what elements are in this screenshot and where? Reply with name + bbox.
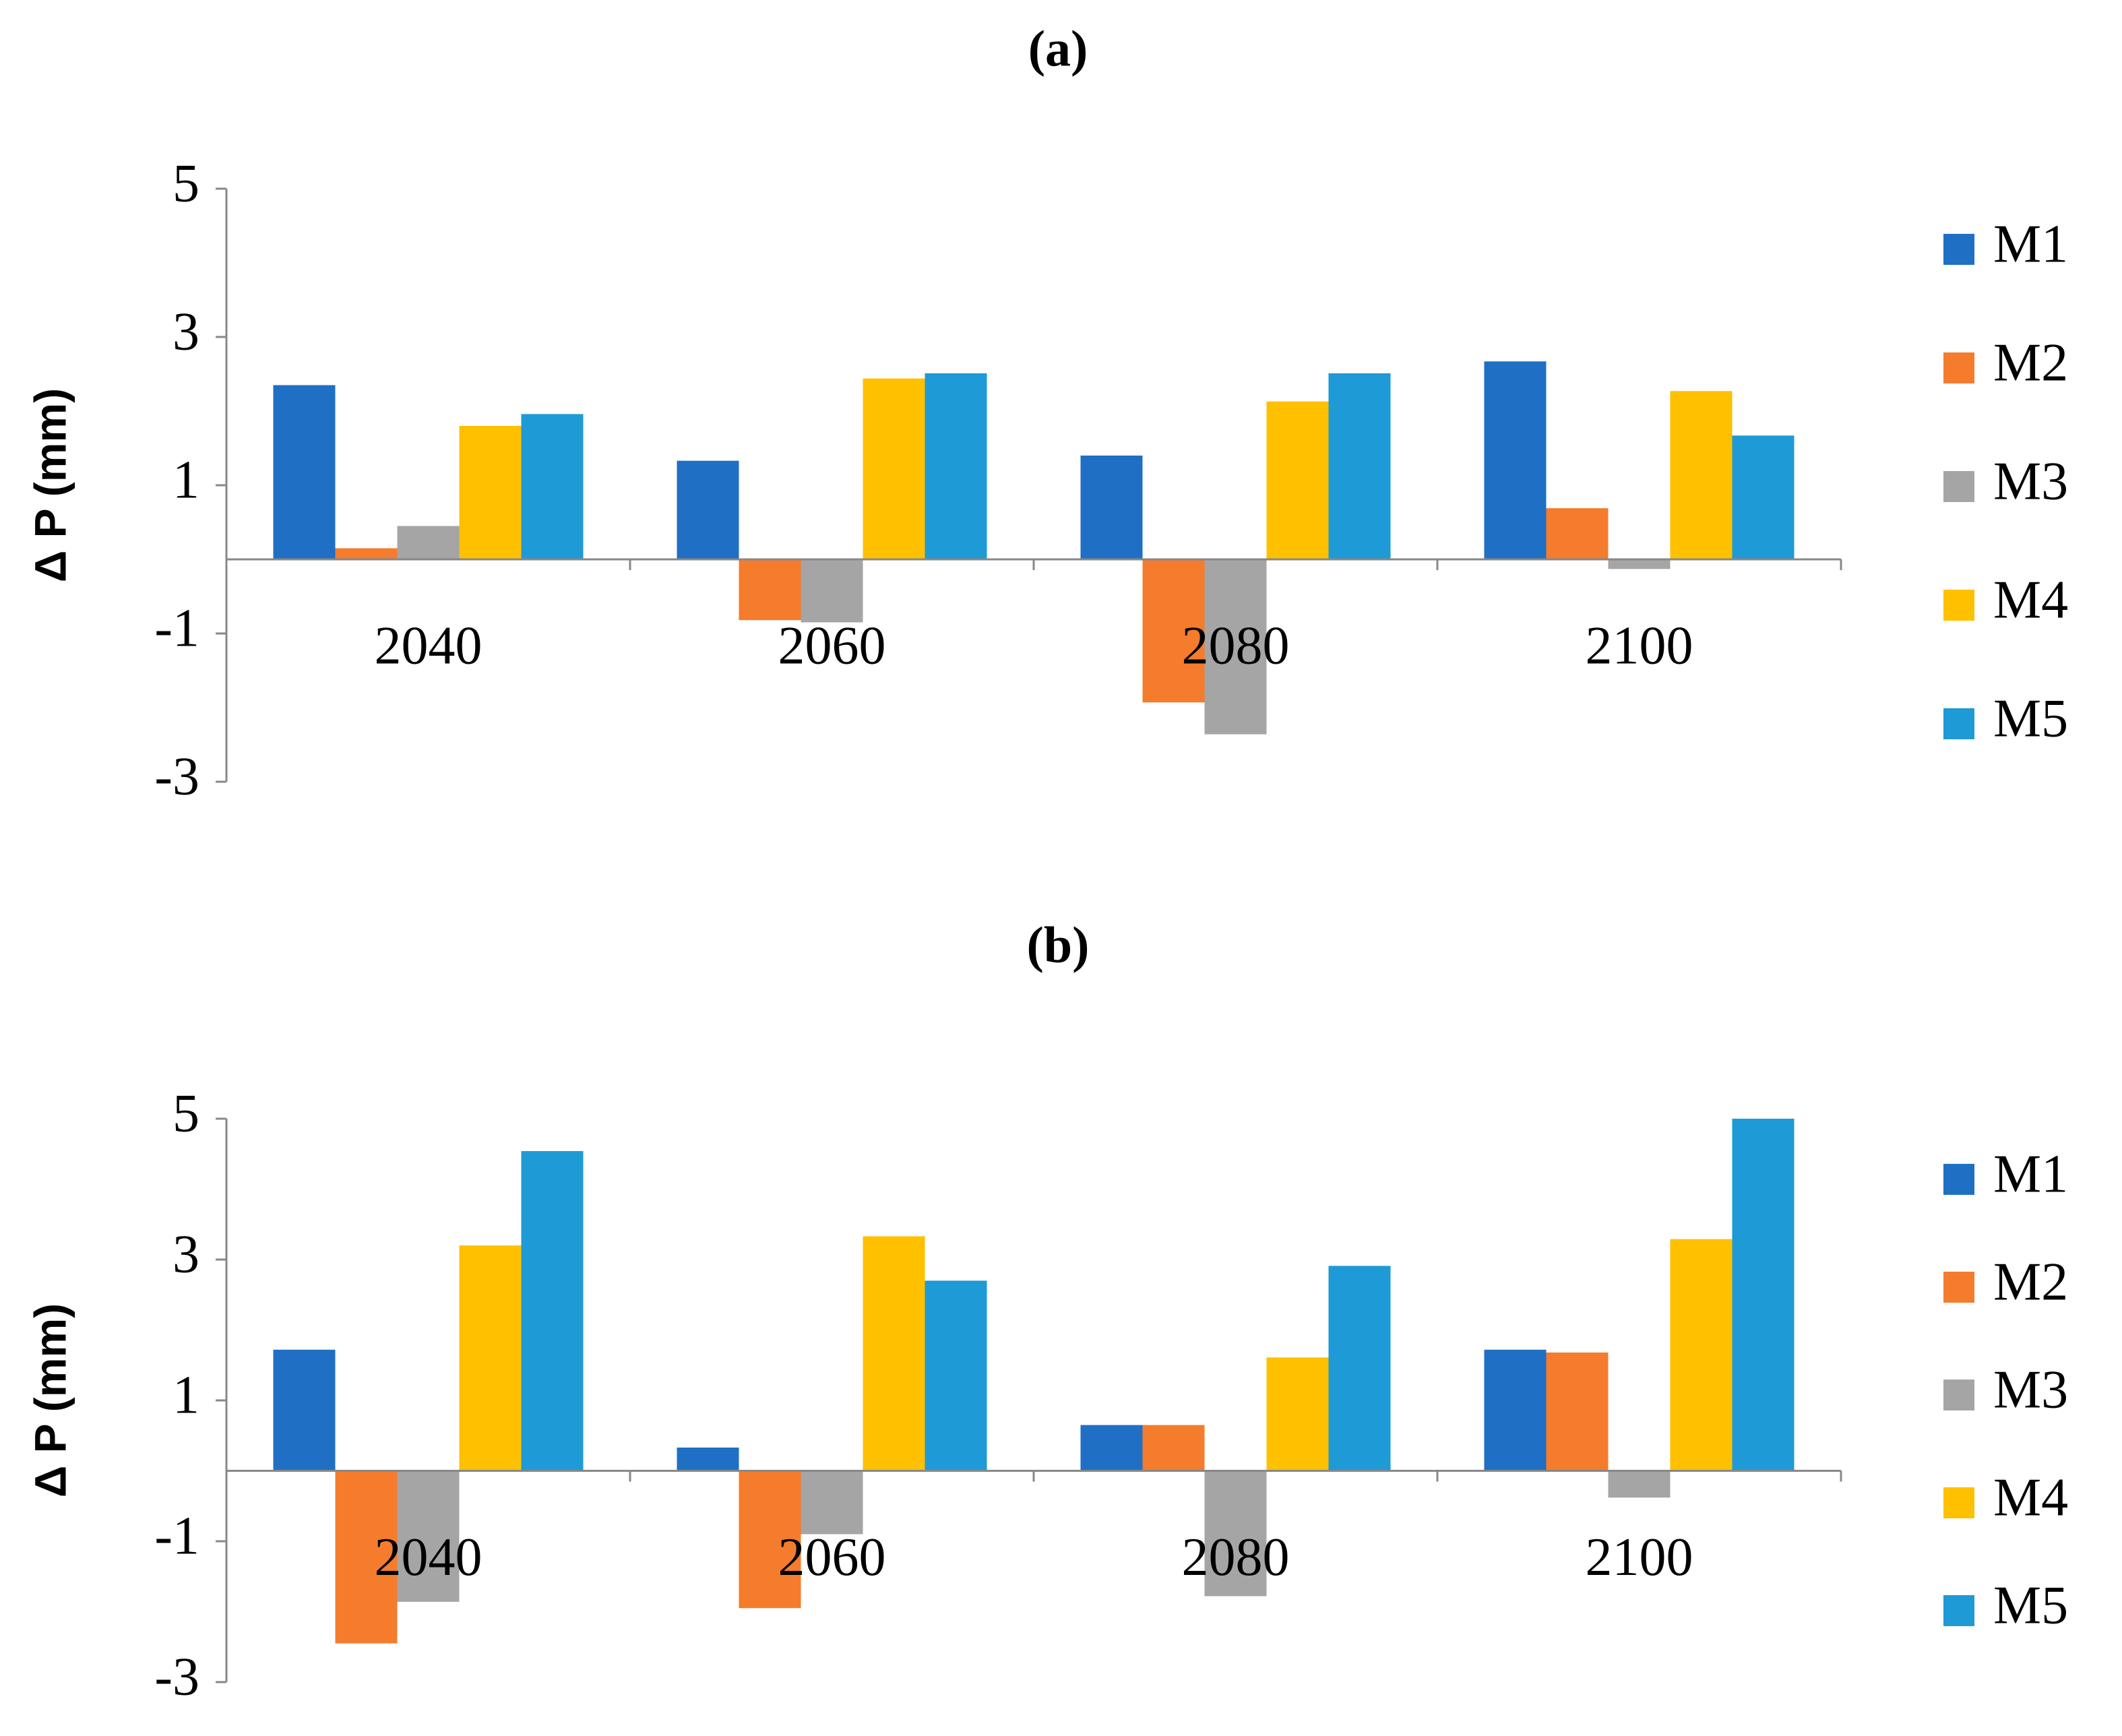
bar (863, 1236, 925, 1471)
bar (459, 1245, 522, 1471)
bar (1080, 456, 1143, 559)
bar (1266, 401, 1329, 559)
bar (1484, 1349, 1547, 1471)
chart-title: (b) (1027, 917, 1090, 973)
bar (677, 1448, 739, 1471)
y-tick-label: 3 (173, 302, 199, 361)
legend-label: M3 (1993, 1360, 2068, 1419)
x-tick-label: 2080 (1182, 616, 1290, 675)
y-tick-label: -1 (154, 598, 199, 658)
legend-label: M3 (1993, 452, 2068, 511)
x-tick-label: 2060 (778, 616, 886, 675)
bar (1546, 508, 1609, 559)
legend-label: M1 (1993, 1144, 2068, 1204)
legend-label: M4 (1993, 1468, 2068, 1527)
legend-label: M2 (1993, 333, 2068, 392)
bar (1080, 1425, 1143, 1471)
bar (1204, 1470, 1267, 1596)
chart-panel: (b) Δ P (mm) -3 -1 1 3 5 2040 2060 2080 2100 M1 M2 M3… (25, 917, 2068, 1706)
x-tick-label: 2100 (1586, 1528, 1693, 1587)
bar (863, 378, 925, 559)
legend-label: M5 (1993, 689, 2068, 748)
legend-label: M5 (1993, 1576, 2068, 1635)
legend-label: M2 (1993, 1252, 2068, 1311)
chart-title: (a) (1028, 20, 1088, 77)
bar (1484, 361, 1547, 559)
bar (1328, 373, 1391, 559)
y-tick-label: -1 (154, 1506, 199, 1566)
legend-label: M1 (1993, 214, 2068, 274)
x-tick-label: 2040 (375, 616, 482, 675)
bar (1142, 1425, 1205, 1471)
legend-swatch (1943, 1380, 1974, 1410)
chart-panel: (a) Δ P (mm) -3 -1 1 3 5 2040 2060 2080 2100 M1 M2 M3… (25, 20, 2068, 806)
y-axis-label: Δ P (mm) (25, 1303, 75, 1497)
bar (1204, 559, 1267, 735)
x-tick-label: 2100 (1586, 616, 1693, 675)
bar (801, 1470, 863, 1534)
bar (521, 414, 584, 559)
bar (521, 1151, 584, 1471)
legend-swatch (1943, 1595, 1974, 1626)
bar (459, 426, 522, 559)
y-tick-label: -3 (154, 747, 199, 806)
bar (1142, 559, 1205, 703)
bar (1608, 1470, 1671, 1498)
bar (1266, 1357, 1329, 1471)
legend-label: M4 (1993, 570, 2068, 629)
bar (739, 559, 801, 621)
bar (335, 1470, 398, 1644)
bar (273, 385, 336, 559)
y-axis-label: Δ P (mm) (25, 388, 75, 582)
bar (1670, 1239, 1733, 1471)
bar (925, 373, 987, 559)
x-tick-label: 2040 (375, 1528, 482, 1587)
bar (1732, 1119, 1795, 1471)
bar (925, 1280, 987, 1471)
bar (397, 1470, 460, 1602)
y-tick-label: -3 (154, 1647, 199, 1706)
x-tick-label: 2060 (778, 1528, 886, 1587)
legend-swatch (1943, 590, 1974, 621)
bar (335, 548, 398, 559)
bar (1608, 559, 1671, 569)
y-tick-label: 5 (173, 154, 199, 213)
legend-swatch (1943, 708, 1974, 739)
y-tick-label: 1 (173, 1365, 199, 1425)
bar (1670, 391, 1733, 559)
legend-swatch (1943, 352, 1974, 383)
bar (273, 1349, 336, 1471)
bar (397, 526, 460, 559)
bar (1732, 435, 1795, 559)
legend-swatch (1943, 234, 1974, 265)
legend-swatch (1943, 1487, 1974, 1518)
x-tick-label: 2080 (1182, 1528, 1290, 1587)
legend-swatch (1943, 1272, 1974, 1303)
bar (1546, 1352, 1609, 1471)
legend-swatch (1943, 1164, 1974, 1195)
y-tick-label: 3 (173, 1224, 199, 1284)
bar (1328, 1266, 1391, 1471)
bar (677, 460, 739, 559)
legend-swatch (1943, 471, 1974, 502)
bar (801, 559, 863, 623)
y-tick-label: 1 (173, 450, 199, 509)
bar (739, 1470, 801, 1609)
y-tick-label: 5 (173, 1084, 199, 1143)
